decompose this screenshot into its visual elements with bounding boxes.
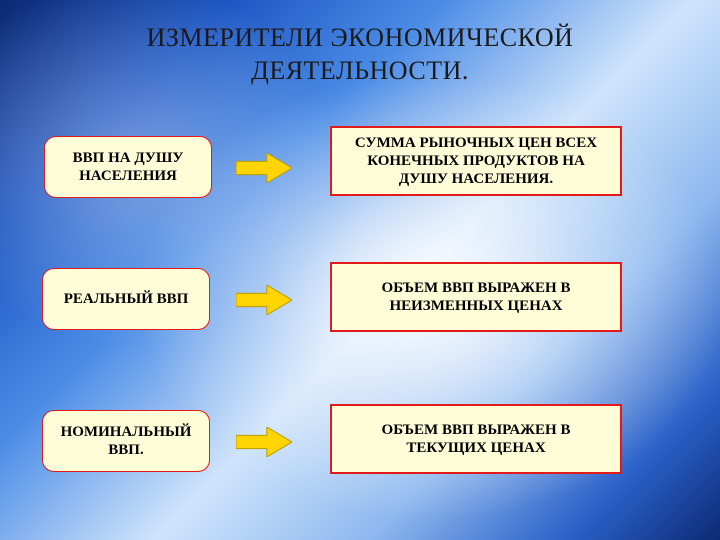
term-box: НОМИНАЛЬНЫЙ ВВП.: [42, 410, 210, 472]
arrow-icon: [236, 153, 292, 183]
definition-box: ОБЪЕМ ВВП ВЫРАЖЕН В НЕИЗМЕННЫХ ЦЕНАХ: [330, 262, 622, 332]
definition-box: СУММА РЫНОЧНЫХ ЦЕН ВСЕХ КОНЕЧНЫХ ПРОДУКТ…: [330, 126, 622, 196]
arrow: [236, 427, 292, 462]
arrow: [236, 285, 292, 320]
arrow: [236, 153, 292, 188]
definition-box: ОБЪЕМ ВВП ВЫРАЖЕН В ТЕКУЩИХ ЦЕНАХ: [330, 404, 622, 474]
term-box: РЕАЛЬНЫЙ ВВП: [42, 268, 210, 330]
term-box: ВВП НА ДУШУ НАСЕЛЕНИЯ: [44, 136, 212, 198]
arrow-icon: [236, 285, 292, 315]
arrow-icon: [236, 427, 292, 457]
slide-title: ИЗМЕРИТЕЛИ ЭКОНОМИЧЕСКОЙ ДЕЯТЕЛЬНОСТИ.: [0, 22, 720, 87]
title-line-1: ИЗМЕРИТЕЛИ ЭКОНОМИЧЕСКОЙ: [147, 23, 574, 52]
title-line-2: ДЕЯТЕЛЬНОСТИ.: [251, 56, 469, 85]
slide: ИЗМЕРИТЕЛИ ЭКОНОМИЧЕСКОЙ ДЕЯТЕЛЬНОСТИ. В…: [0, 0, 720, 540]
